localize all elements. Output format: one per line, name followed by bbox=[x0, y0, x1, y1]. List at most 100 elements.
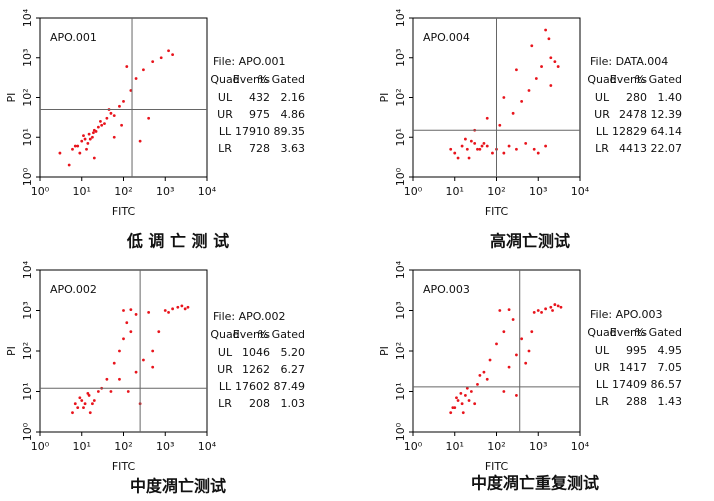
event-dot bbox=[94, 130, 98, 133]
table-cell: 2.16 bbox=[281, 91, 306, 104]
table-cell: 5.20 bbox=[281, 346, 306, 359]
table-cell: LL bbox=[219, 380, 232, 393]
x-tick-label: 10¹ bbox=[73, 440, 91, 453]
table-cell: 1.43 bbox=[658, 395, 683, 408]
x-tick-label: 10⁰ bbox=[31, 185, 50, 198]
event-dot bbox=[469, 139, 473, 143]
y-axis-label: PI bbox=[378, 346, 391, 356]
table-cell: LR bbox=[595, 142, 609, 155]
event-dot bbox=[502, 390, 506, 393]
table-cell: 17409 bbox=[612, 378, 647, 391]
event-dot bbox=[122, 337, 125, 341]
caption: 高凋亡测试 bbox=[490, 232, 570, 251]
x-tick-label: 10² bbox=[487, 440, 505, 453]
event-dot bbox=[476, 382, 479, 386]
caption: 低 调 亡 测 试 bbox=[126, 232, 229, 251]
x-tick-label: 10⁰ bbox=[404, 440, 423, 453]
event-dot bbox=[129, 308, 133, 312]
event-dot bbox=[159, 56, 163, 60]
table-file: File: APO.001 bbox=[213, 55, 285, 68]
event-dot bbox=[467, 399, 471, 402]
y-tick-label: 10⁴ bbox=[21, 8, 34, 27]
event-dot bbox=[71, 147, 74, 151]
event-dot bbox=[92, 156, 96, 160]
table-cell: 17910 bbox=[235, 125, 270, 138]
event-dot bbox=[125, 65, 129, 68]
table-file: File: DATA.004 bbox=[590, 55, 668, 68]
event-dot bbox=[536, 151, 540, 155]
event-dot bbox=[530, 44, 534, 48]
y-tick-label: 10³ bbox=[21, 49, 34, 67]
x-tick-label: 10¹ bbox=[73, 185, 91, 198]
table-cell: LL bbox=[219, 125, 232, 138]
x-tick-label: 10¹ bbox=[446, 185, 464, 198]
event-dot bbox=[549, 84, 553, 87]
x-tick-label: 10³ bbox=[529, 185, 547, 198]
event-dot bbox=[112, 114, 116, 118]
event-dot bbox=[112, 361, 116, 365]
event-dot bbox=[157, 330, 161, 334]
event-dot bbox=[515, 68, 518, 72]
y-axis-label: PI bbox=[5, 93, 18, 103]
event-dot bbox=[478, 373, 482, 377]
event-dot bbox=[96, 125, 100, 129]
event-dot bbox=[464, 137, 467, 141]
y-tick-label: 10² bbox=[394, 342, 407, 360]
event-dot bbox=[82, 134, 85, 138]
event-dot bbox=[544, 307, 548, 311]
x-tick-label: 10² bbox=[114, 440, 132, 453]
event-dot bbox=[553, 303, 557, 306]
event-dot bbox=[138, 139, 142, 143]
event-dot bbox=[540, 310, 543, 314]
event-dot bbox=[118, 104, 121, 108]
event-dot bbox=[491, 151, 494, 155]
y-tick-label: 10⁴ bbox=[394, 260, 407, 279]
y-tick-label: 10¹ bbox=[21, 382, 34, 400]
event-dot bbox=[87, 132, 91, 136]
event-dot bbox=[502, 330, 506, 334]
event-dot bbox=[118, 349, 121, 353]
x-tick-label: 10⁴ bbox=[571, 185, 590, 198]
x-tick-label: 10⁴ bbox=[198, 185, 217, 198]
event-dot bbox=[451, 406, 455, 410]
event-dot bbox=[507, 365, 511, 369]
event-dot bbox=[86, 142, 90, 145]
table-cell: UL bbox=[595, 344, 610, 357]
event-dot bbox=[502, 96, 506, 99]
event-dot bbox=[105, 377, 109, 381]
caption: 中度凋亡重复测试 bbox=[471, 474, 599, 493]
event-dot bbox=[478, 147, 482, 151]
event-dot bbox=[82, 406, 85, 410]
event-dot bbox=[88, 411, 92, 415]
event-dot bbox=[507, 308, 511, 312]
event-dot bbox=[551, 309, 554, 312]
event-dot bbox=[147, 116, 151, 120]
event-dot bbox=[71, 411, 74, 415]
event-dot bbox=[118, 377, 121, 381]
event-dot bbox=[534, 77, 538, 80]
y-tick-label: 10³ bbox=[394, 301, 407, 319]
event-dot bbox=[544, 144, 548, 148]
event-dot bbox=[78, 151, 82, 155]
y-tick-label: 10⁴ bbox=[21, 260, 34, 279]
table-cell: LR bbox=[595, 395, 609, 408]
event-dot bbox=[456, 156, 460, 160]
event-dot bbox=[524, 361, 528, 365]
y-tick-label: 10⁰ bbox=[21, 422, 34, 441]
event-dot bbox=[532, 147, 536, 151]
table-file: File: APO.003 bbox=[590, 308, 662, 321]
table-header: Quad bbox=[210, 328, 239, 341]
event-dot bbox=[92, 399, 96, 402]
event-dot bbox=[515, 147, 518, 151]
table-cell: UL bbox=[218, 91, 233, 104]
event-dot bbox=[171, 53, 175, 57]
table-header: Events bbox=[233, 73, 271, 86]
table-cell: 208 bbox=[249, 397, 270, 410]
event-dot bbox=[547, 37, 551, 41]
event-dot bbox=[183, 307, 187, 311]
event-dot bbox=[511, 318, 515, 321]
table-cell: 1046 bbox=[242, 346, 270, 359]
event-dot bbox=[87, 394, 91, 397]
table-cell: 12829 bbox=[612, 125, 647, 138]
event-dot bbox=[549, 56, 553, 60]
